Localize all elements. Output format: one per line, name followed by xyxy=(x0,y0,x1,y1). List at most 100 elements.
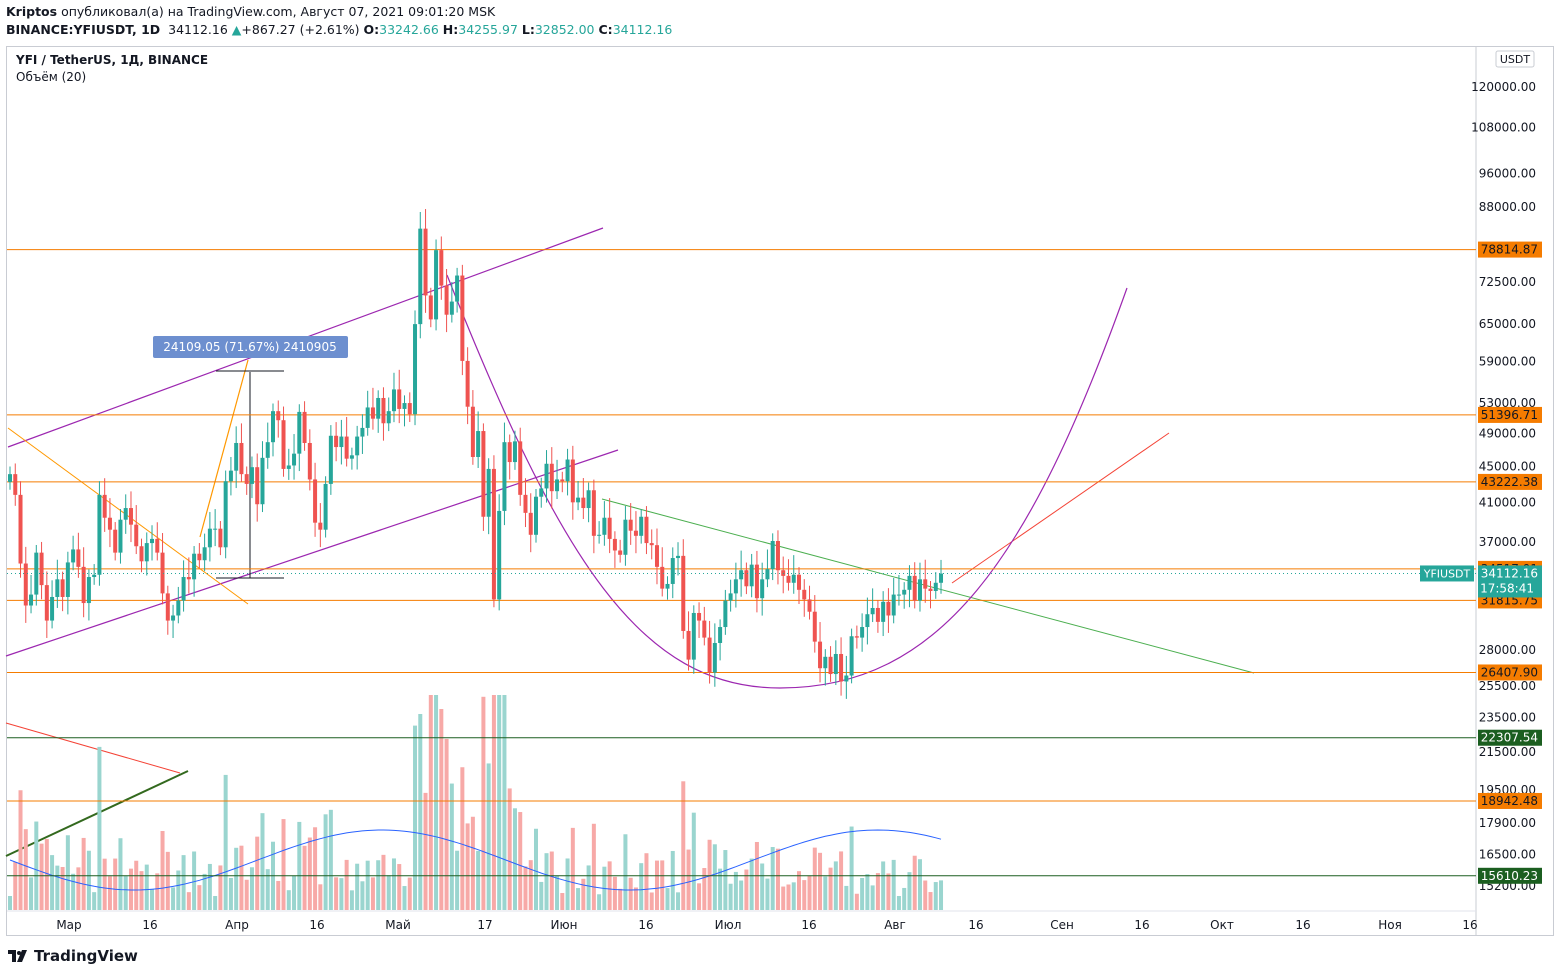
candle-body xyxy=(123,508,128,520)
candle-body xyxy=(92,574,97,578)
candle-body xyxy=(65,562,70,597)
volume-bar xyxy=(460,767,465,910)
x-tick-label: 16 xyxy=(801,918,816,932)
candle-body xyxy=(370,407,375,419)
change-arrow-icon: ▲ xyxy=(231,22,242,37)
volume-bar xyxy=(286,890,291,910)
chart-frame[interactable] xyxy=(6,46,1554,936)
candle-body xyxy=(576,497,581,503)
volume-bar xyxy=(733,871,738,910)
low-value: 32852.00 xyxy=(534,22,595,37)
volume-bar xyxy=(365,860,370,910)
level-price-label: 15610.23 xyxy=(1481,869,1538,883)
candle-body xyxy=(239,442,244,475)
candle-body xyxy=(549,463,554,492)
candle-body xyxy=(702,620,707,638)
level-price-label: 43222.38 xyxy=(1481,475,1538,489)
volume-bar xyxy=(854,893,859,910)
volume-bar xyxy=(576,888,581,910)
candle-body xyxy=(623,519,628,555)
candle-body xyxy=(865,614,870,628)
volume-bar xyxy=(765,878,770,910)
candle-body xyxy=(670,558,675,584)
low-label: L: xyxy=(521,22,535,37)
volume-bar xyxy=(623,834,628,910)
volume-bar xyxy=(23,829,28,910)
volume-bar xyxy=(249,867,254,910)
candle-body xyxy=(60,579,65,597)
candle-body xyxy=(365,407,370,428)
candle-body xyxy=(676,555,681,559)
volume-bar xyxy=(134,860,139,910)
volume-bar xyxy=(71,873,76,910)
volume-bar xyxy=(818,852,823,910)
orange-measure-arrow xyxy=(199,359,249,538)
candle-body xyxy=(418,228,423,325)
volume-bar xyxy=(434,695,439,910)
candle-body xyxy=(491,468,496,600)
candle-body xyxy=(654,545,659,567)
volume-bar xyxy=(902,887,907,910)
volume-bar xyxy=(476,850,481,910)
y-tick-label: 45000.00 xyxy=(1479,459,1536,473)
level-price-box xyxy=(1478,664,1542,681)
volume-bar xyxy=(534,828,538,910)
chart-legend-title[interactable]: YFI / TetherUS, 1Д, BINANCE xyxy=(16,53,209,67)
volume-bar xyxy=(896,896,901,910)
candle-body xyxy=(644,516,649,544)
candle-body xyxy=(854,636,859,638)
volume-bar xyxy=(539,881,544,910)
candle-body xyxy=(628,519,633,531)
volume-bar xyxy=(654,860,659,910)
volume-bar xyxy=(29,877,34,910)
volume-bar xyxy=(886,873,891,910)
price-change: +867.27 (+2.61%) xyxy=(241,22,360,37)
candle-body xyxy=(476,431,481,457)
candle-body xyxy=(891,594,896,616)
candle-body xyxy=(939,573,944,583)
volume-legend[interactable]: Объём (20) xyxy=(16,70,87,84)
volume-bar xyxy=(113,858,118,910)
x-tick-label: Июл xyxy=(715,918,742,932)
volume-bar xyxy=(155,873,160,910)
candle-body xyxy=(34,552,39,595)
candle-body xyxy=(460,275,465,361)
candle-body xyxy=(881,601,886,622)
candle-body xyxy=(449,301,454,315)
volume-bar xyxy=(676,892,681,910)
volume-bar xyxy=(618,888,623,910)
x-tick-label: 16 xyxy=(638,918,653,932)
brand-name: TradingView xyxy=(34,947,138,965)
candle-body xyxy=(128,508,133,525)
y-tick-label: 65000.00 xyxy=(1479,317,1536,331)
volume-bar xyxy=(307,837,312,910)
volume-bar xyxy=(723,850,728,910)
volume-bar xyxy=(839,851,844,910)
level-price-label: 18942.48 xyxy=(1481,794,1538,808)
candle-body xyxy=(218,528,223,548)
candle-body xyxy=(602,517,607,535)
volume-bar xyxy=(397,864,402,910)
volume-bar xyxy=(18,790,23,910)
volume-bar xyxy=(139,871,144,910)
volume-bar xyxy=(570,827,575,910)
y-tick-label: 21500.00 xyxy=(1479,745,1536,759)
candle-body xyxy=(50,596,55,621)
volume-bar xyxy=(34,821,39,910)
volume-bar xyxy=(65,835,70,910)
candle-body xyxy=(349,455,354,459)
volume-bar xyxy=(423,792,428,910)
volume-bar xyxy=(523,866,528,910)
orange-downtrend-line xyxy=(7,427,249,605)
purple-parabola xyxy=(446,274,1128,689)
symbol-label: BINANCE:YFIUSDT, 1D xyxy=(6,22,161,37)
candle-body xyxy=(318,522,323,530)
x-tick-label: Сен xyxy=(1050,918,1074,932)
candle-body xyxy=(260,457,265,505)
candle-body xyxy=(555,479,560,492)
candle-body xyxy=(612,538,617,551)
volume-bar xyxy=(702,868,707,910)
candle-body xyxy=(828,656,833,675)
volume-bar xyxy=(512,808,517,910)
